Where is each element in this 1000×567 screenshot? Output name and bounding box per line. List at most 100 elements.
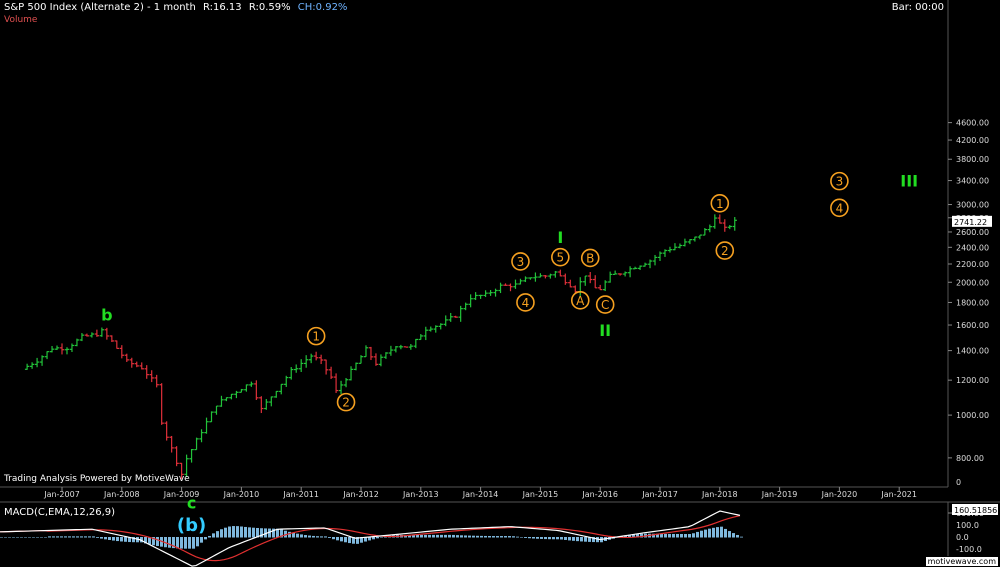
last-price-tag (952, 215, 992, 227)
macd-histogram-bar (432, 534, 435, 538)
price-bar (234, 390, 239, 399)
macd-histogram-bar (276, 528, 279, 538)
macd-histogram-bar (56, 536, 59, 538)
price-bar (692, 236, 698, 242)
macd-histogram-bar (272, 528, 275, 538)
macd-histogram-bar (260, 528, 263, 538)
wave-label: 1 (312, 330, 320, 344)
price-bar (453, 315, 458, 318)
price-bar (294, 364, 299, 373)
stat-ch: CH:0.92% (297, 2, 348, 13)
price-bar (607, 271, 613, 283)
macd-histogram-bar (652, 533, 655, 538)
macd-histogram-bar (524, 537, 527, 538)
x-tick-label: Jan-2020 (821, 490, 858, 499)
price-bar (722, 219, 727, 232)
price-bar (622, 271, 628, 277)
macd-histogram-bar (148, 537, 151, 545)
price-bar (144, 365, 149, 379)
price-bar (308, 353, 314, 364)
price-bar (284, 375, 289, 387)
price-bar (353, 362, 359, 371)
price-bar (79, 333, 85, 342)
price-bar (333, 373, 339, 393)
macd-histogram-bar (36, 537, 39, 538)
macd-histogram-bar (52, 536, 55, 538)
macd-histogram-bar (448, 534, 451, 538)
price-bar (368, 346, 374, 361)
macd-histogram-bar (356, 537, 359, 544)
price-bar (408, 343, 414, 350)
macd-value-tag (952, 504, 998, 515)
macd-histogram-bar (244, 526, 247, 538)
macd-tick-label: -100.0 (956, 545, 982, 554)
price-bar (279, 383, 284, 395)
price-bar (44, 351, 50, 360)
price-bar (657, 251, 663, 261)
macd-histogram-bar (472, 535, 475, 538)
macd-histogram-bar (724, 528, 727, 538)
price-bar (583, 275, 588, 286)
price-bar (373, 353, 379, 366)
price-bar (493, 288, 498, 297)
price-bar (229, 393, 234, 400)
chart-header: S&P 500 Index (Alternate 2) - 1 month R:… (4, 2, 347, 13)
macd-histogram-bar (380, 536, 383, 538)
macd-histogram-bar (440, 534, 443, 538)
y-tick-label: 2200.00 (956, 260, 989, 269)
macd-histogram-bar (64, 536, 67, 538)
price-bar (458, 305, 463, 322)
price-bar (224, 397, 229, 402)
macd-histogram-bar (536, 537, 539, 539)
macd-histogram-bar (316, 536, 319, 538)
macd-histogram-bar (176, 537, 179, 549)
macd-histogram-bar (664, 533, 667, 538)
macd-histogram-bar (368, 537, 371, 541)
macd-histogram-bar (284, 530, 287, 538)
price-bar (124, 353, 129, 362)
y-tick-label: 0 (956, 478, 961, 487)
price-bar (94, 329, 100, 337)
price-bar (39, 355, 45, 366)
price-bar (488, 289, 493, 296)
price-bar (289, 367, 294, 380)
macd-histogram-bar (672, 533, 675, 538)
price-bar (612, 270, 618, 276)
price-bar (563, 273, 568, 285)
macd-histogram-bar (124, 537, 127, 542)
price-bar (174, 446, 179, 467)
macd-histogram-bar (280, 529, 283, 538)
y-tick-label: 2000.00 (956, 278, 989, 287)
price-bar (398, 344, 404, 350)
price-bar (64, 347, 70, 355)
wave-label: 2 (342, 396, 350, 410)
price-bar (84, 333, 90, 337)
macd-histogram-bar (460, 535, 463, 538)
price-bar (642, 262, 648, 267)
powered-by-text: Trading Analysis Powered by MotiveWave (4, 474, 190, 484)
price-bar (264, 399, 269, 410)
macd-histogram-bar (360, 537, 363, 543)
price-bar (538, 273, 543, 278)
x-tick-label: Jan-2007 (43, 490, 80, 499)
price-bar (543, 275, 548, 279)
macd-histogram-bar (68, 536, 71, 538)
macd-histogram-bar (264, 528, 267, 538)
y-tick-label: 800.00 (956, 454, 984, 463)
price-bar (423, 326, 428, 341)
macd-histogram-bar (512, 536, 515, 538)
price-bar (468, 294, 473, 308)
price-bar (269, 396, 274, 407)
price-bar (652, 254, 658, 266)
wave-label: b (101, 306, 112, 325)
macd-histogram-bar (584, 537, 587, 542)
macd-histogram-bar (8, 537, 11, 538)
macd-histogram-bar (340, 537, 343, 542)
macd-histogram-bar (468, 535, 471, 538)
price-bar (209, 411, 214, 423)
wave-label-circled: 4 (516, 293, 535, 312)
wave-label: 1 (716, 197, 724, 211)
macd-histogram-bar (692, 533, 695, 538)
macd-histogram-bar (328, 537, 331, 538)
macd-histogram-bar (520, 537, 523, 538)
